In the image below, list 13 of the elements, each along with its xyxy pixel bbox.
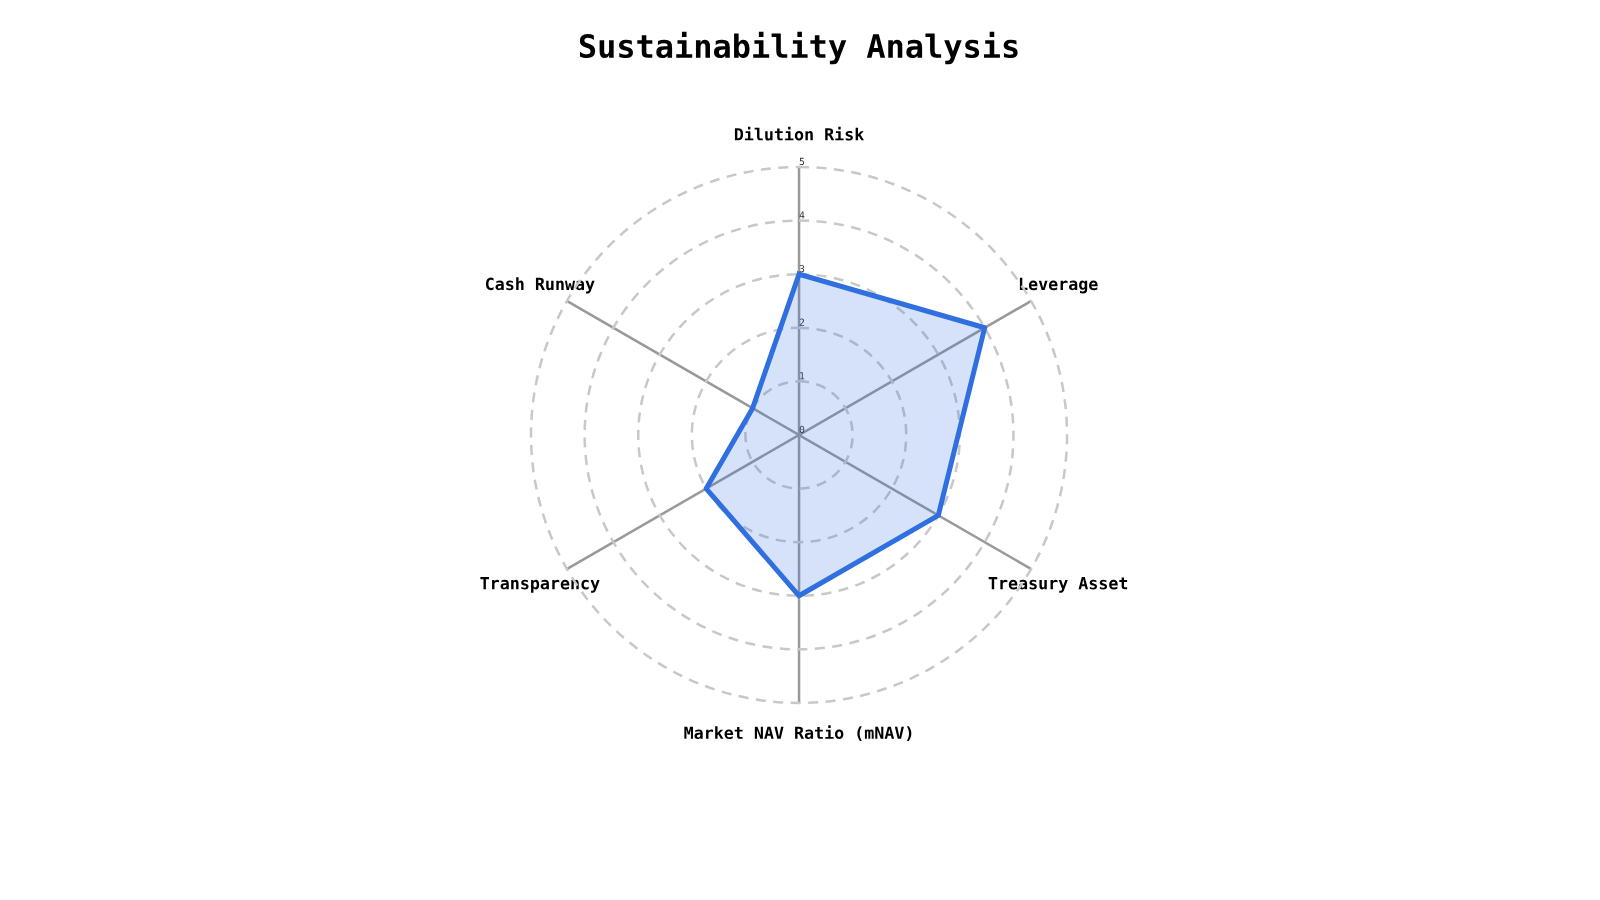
spoke-label: Market NAV Ratio (mNAV) — [684, 725, 912, 742]
chart-title: Sustainability Analysis — [579, 31, 1018, 65]
y-tick-label: 3 — [799, 264, 805, 273]
y-tick-label: 1 — [800, 372, 805, 380]
spoke-label: Cash Runway — [485, 277, 595, 294]
spoke-label: Treasury Asset — [988, 577, 1128, 593]
spoke-label: Transparency — [480, 577, 600, 593]
y-tick-label: 4 — [799, 211, 805, 219]
spoke-label: Leverage — [1019, 277, 1098, 294]
spoke-label: Dilution Risk — [734, 126, 864, 141]
y-tick-label: 0 — [799, 425, 805, 434]
y-tick-label: 5 — [799, 157, 805, 166]
y-tick-label: 2 — [799, 318, 805, 326]
